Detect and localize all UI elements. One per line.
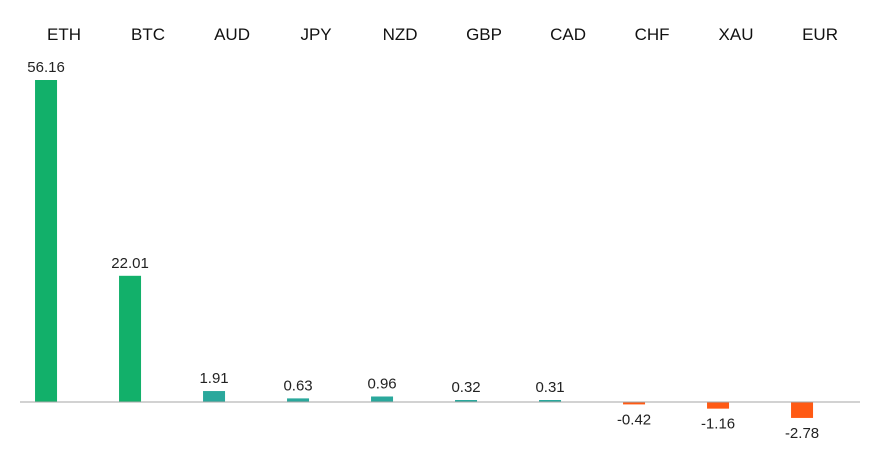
value-label-aud: 1.91 [199,370,228,387]
value-label-jpy: 0.63 [283,377,312,394]
value-label-chf: -0.42 [617,411,651,428]
bar-eur [791,402,814,418]
category-label-eur: EUR [802,25,838,44]
bar-gbp [455,400,478,402]
category-label-nzd: NZD [383,25,418,44]
value-label-eth: 56.16 [27,59,65,76]
value-label-gbp: 0.32 [451,379,480,396]
category-labels: ETH BTC AUD JPY NZD GBP CAD CHF XAU EUR [47,25,838,44]
category-label-cad: CAD [550,25,586,44]
bar-chf [623,402,646,405]
value-labels: 56.16 22.01 1.91 0.63 0.96 0.32 0.31 -0.42 -1.16… [27,59,819,442]
value-label-cad: 0.31 [535,379,564,396]
category-label-aud: AUD [214,25,250,44]
bar-cad [539,400,562,402]
category-label-jpy: JPY [300,25,331,44]
category-label-gbp: GBP [466,25,502,44]
category-label-eth: ETH [47,25,81,44]
bar-jpy [287,398,310,402]
bar-nzd [371,396,394,402]
value-label-xau: -1.16 [701,416,735,433]
category-label-xau: XAU [719,25,754,44]
bars [35,80,814,418]
bar-eth [35,80,58,402]
category-label-btc: BTC [131,25,165,44]
value-label-nzd: 0.96 [367,375,396,392]
bar-btc [119,275,142,402]
value-label-btc: 22.01 [111,255,149,272]
category-label-chf: CHF [635,25,670,44]
bar-xau [707,402,730,409]
bar-aud [203,391,226,402]
value-label-eur: -2.78 [785,425,819,442]
